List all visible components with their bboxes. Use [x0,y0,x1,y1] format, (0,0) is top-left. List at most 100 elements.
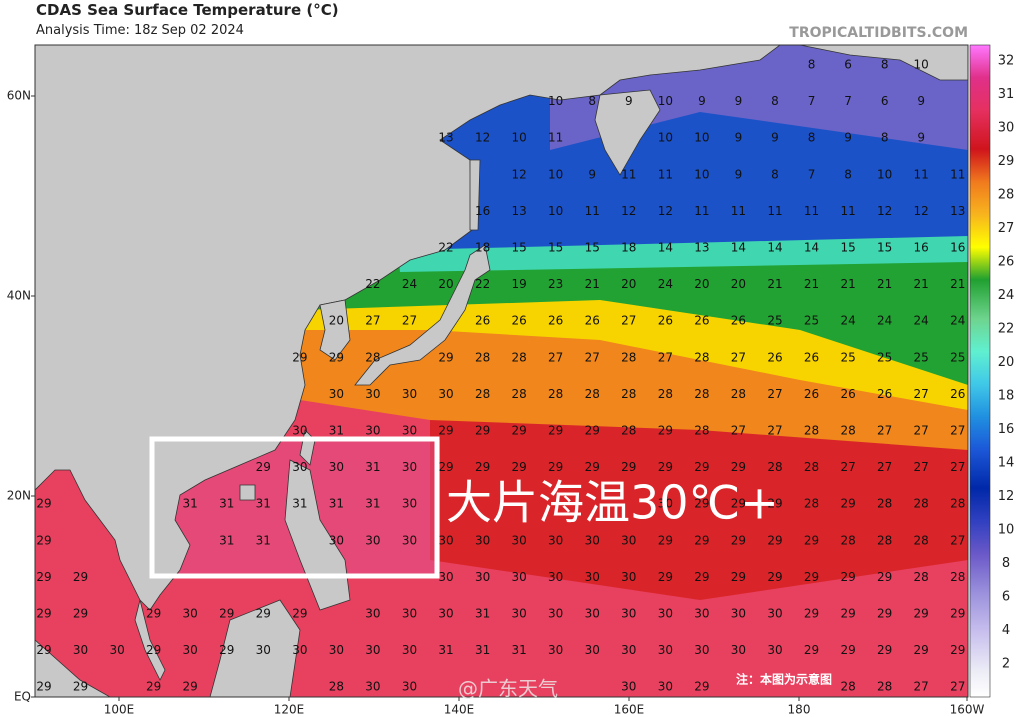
sst-value: 30 [329,460,344,474]
sst-value: 6 [881,94,889,108]
sst-value: 12 [877,204,892,218]
colorbar-label: 4 [1002,623,1010,638]
sst-value: 29 [621,460,636,474]
sst-value: 24 [950,314,965,328]
sst-value: 30 [402,643,417,657]
sst-value: 26 [767,350,782,364]
sst-value: 7 [808,167,816,181]
sst-value: 29 [219,643,234,657]
sst-value: 29 [914,607,929,621]
sst-value: 29 [256,607,271,621]
sst-value: 21 [804,277,819,291]
sst-value: 30 [585,533,600,547]
lon-label: 140E [444,703,475,717]
sst-value: 29 [658,424,673,438]
sst-value: 21 [585,277,600,291]
sst-value: 29 [36,570,51,584]
sst-value: 28 [621,387,636,401]
sst-value: 30 [694,607,709,621]
sst-value: 26 [731,314,746,328]
sst-value: 15 [512,241,527,255]
sst-value: 29 [694,680,709,694]
sst-value: 31 [365,497,380,511]
sst-value: 26 [475,314,490,328]
sst-value: 29 [73,680,88,694]
sst-value: 30 [694,643,709,657]
lon-label: 160E [614,703,645,717]
lat-label: 20N [7,489,31,503]
sst-value: 30 [621,570,636,584]
sst-value: 29 [512,424,527,438]
sst-value: 29 [292,607,307,621]
sst-value: 30 [365,387,380,401]
sst-value: 10 [914,58,929,72]
sst-value: 25 [950,350,965,364]
sst-value: 29 [731,460,746,474]
sst-value: 29 [731,497,746,511]
sst-value: 28 [914,533,929,547]
sst-value: 30 [621,643,636,657]
sst-value: 10 [658,131,673,145]
sst-value: 20 [694,277,709,291]
sst-value: 29 [36,643,51,657]
sst-value: 30 [731,643,746,657]
sst-value: 29 [146,607,161,621]
sst-value: 18 [475,241,490,255]
sst-value: 9 [625,94,633,108]
sst-value: 30 [548,570,563,584]
sst-value: 30 [292,424,307,438]
sst-value: 14 [804,241,819,255]
sst-value: 29 [512,460,527,474]
sst-value: 28 [621,350,636,364]
colorbar [969,44,991,698]
sst-value: 31 [365,460,380,474]
sst-value: 30 [292,643,307,657]
sst-value: 27 [950,680,965,694]
headline: 大片海温30℃+ [446,476,779,530]
sst-value: 31 [256,497,271,511]
sst-value: 28 [694,350,709,364]
sst-value: 25 [877,350,892,364]
sst-value: 30 [402,497,417,511]
sst-value: 11 [585,204,600,218]
sst-value: 25 [767,314,782,328]
sst-value: 30 [438,387,453,401]
sst-value: 31 [292,497,307,511]
sst-value: 27 [585,350,600,364]
sst-value: 29 [219,607,234,621]
sst-value: 19 [512,277,527,291]
sst-value: 11 [658,167,673,181]
sst-value: 21 [877,277,892,291]
colorbar-label: 29 [998,154,1015,169]
sst-value: 30 [438,607,453,621]
sst-value: 27 [658,350,673,364]
sst-value: 27 [914,424,929,438]
sst-value: 30 [621,680,636,694]
sst-value: 29 [950,643,965,657]
sst-value: 28 [914,570,929,584]
sst-value: 28 [950,497,965,511]
sst-value: 9 [735,131,743,145]
sst-value: 30 [402,387,417,401]
sst-value: 13 [438,131,453,145]
sst-value: 11 [694,204,709,218]
sst-value: 29 [694,497,709,511]
sst-value: 28 [512,387,527,401]
sst-value: 8 [771,167,779,181]
sst-value: 30 [402,533,417,547]
sst-value: 27 [621,314,636,328]
sst-value: 29 [36,533,51,547]
sst-value: 12 [621,204,636,218]
colorbar-label: 18 [998,389,1015,404]
sst-value: 25 [914,350,929,364]
sst-value: 26 [804,387,819,401]
sst-value: 27 [877,460,892,474]
sst-value: 16 [914,241,929,255]
sst-value: 29 [475,424,490,438]
sst-value: 15 [877,241,892,255]
sst-value: 30 [365,533,380,547]
sst-value: 27 [914,680,929,694]
sst-value: 11 [914,167,929,181]
sst-value: 10 [548,167,563,181]
sst-value: 28 [877,497,892,511]
